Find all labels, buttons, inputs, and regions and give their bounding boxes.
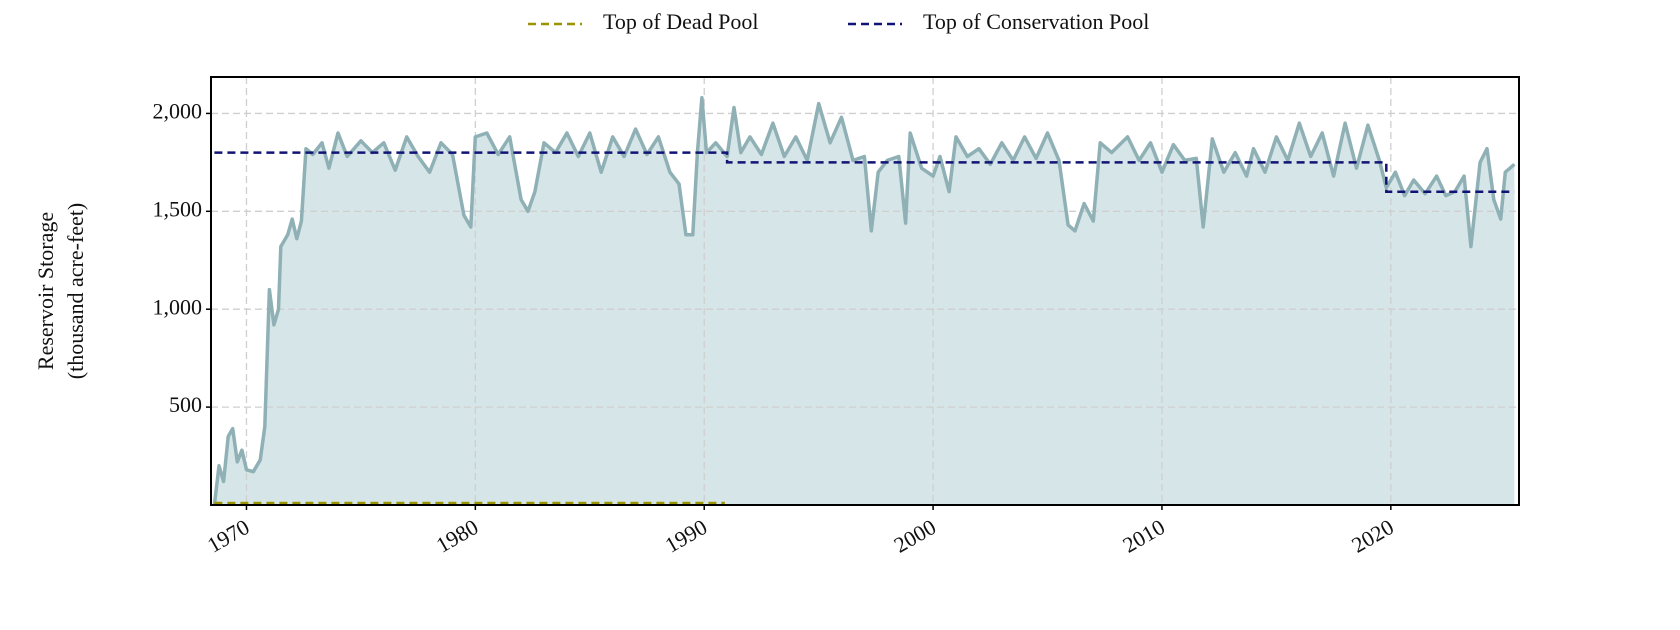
y-tick-label: 1,000 — [153, 294, 203, 319]
storage-area — [214, 97, 1515, 506]
plot-frame — [210, 76, 1520, 506]
x-tick-label: 2000 — [890, 514, 941, 558]
y-axis-label: (thousand acre-feet) — [63, 203, 88, 380]
x-tick-label: 2020 — [1347, 514, 1398, 558]
y-tick-label: 1,500 — [153, 196, 203, 221]
y-axis-label: Reservoir Storage — [33, 212, 58, 370]
y-tick-label: 2,000 — [153, 98, 203, 123]
x-tick-label: 1990 — [661, 514, 712, 558]
x-tick-label: 2010 — [1118, 514, 1169, 558]
legend-label: Top of Dead Pool — [603, 9, 759, 34]
x-tick-label: 1970 — [203, 514, 254, 558]
legend-label: Top of Conservation Pool — [923, 9, 1149, 34]
x-tick-label: 1980 — [432, 514, 483, 558]
storage-line — [212, 96, 1516, 506]
pool-line — [214, 151, 1515, 193]
y-tick-label: 500 — [169, 392, 202, 417]
